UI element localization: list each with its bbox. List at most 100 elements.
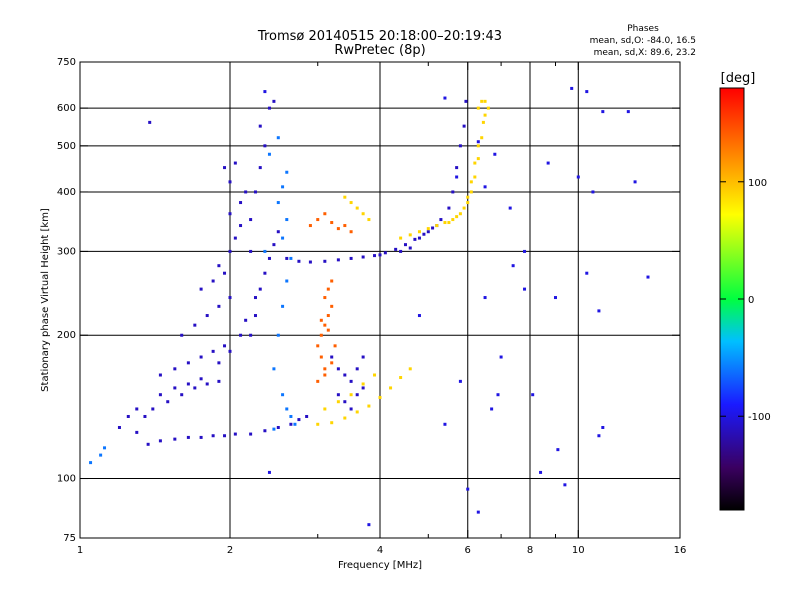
data-point: [211, 279, 215, 283]
data-point: [523, 287, 527, 291]
y-tick-label: 600: [57, 103, 76, 114]
data-point: [217, 264, 221, 268]
data-point: [199, 435, 203, 439]
data-point: [361, 255, 365, 259]
phase-heading: Phases: [627, 24, 659, 34]
data-point: [135, 430, 139, 434]
data-point: [211, 349, 215, 353]
y-tick-label: 300: [57, 246, 76, 257]
data-point: [469, 180, 473, 184]
data-point: [249, 432, 253, 436]
x-tick-label: 1: [77, 545, 83, 556]
data-point: [308, 224, 312, 228]
data-point: [455, 215, 459, 219]
data-point: [326, 328, 330, 332]
data-point: [249, 333, 253, 337]
x-tick-label: 16: [674, 545, 687, 556]
data-point: [462, 124, 466, 128]
data-point: [258, 166, 262, 170]
x-tick-label: 2: [227, 545, 233, 556]
x-axis-ticks: 1 2 4 6 8 10 16: [77, 62, 687, 556]
data-point: [493, 152, 497, 156]
data-point: [297, 418, 301, 422]
data-point: [499, 355, 503, 359]
data-point: [490, 407, 494, 411]
data-point: [173, 437, 177, 441]
data-point: [323, 212, 327, 216]
data-point: [281, 304, 285, 308]
data-point: [399, 249, 403, 253]
y-tick-label: 750: [57, 57, 76, 68]
data-point: [330, 355, 334, 359]
data-point: [323, 296, 327, 300]
y-tick-label: 500: [57, 141, 76, 152]
data-point: [355, 393, 359, 397]
data-point: [417, 314, 421, 318]
data-point: [103, 446, 107, 450]
data-point: [443, 221, 447, 225]
data-point: [508, 206, 512, 210]
data-point: [355, 206, 359, 210]
data-point: [267, 152, 271, 156]
data-point: [330, 421, 334, 425]
data-point: [601, 110, 605, 114]
data-point: [473, 175, 477, 179]
data-point: [539, 470, 543, 474]
data-point: [361, 386, 365, 390]
y-tick-label: 200: [57, 330, 76, 341]
data-point: [293, 422, 297, 426]
data-point: [466, 195, 470, 199]
data-point: [511, 264, 515, 268]
data-point: [263, 90, 267, 94]
chart-title-line1: Tromsø 20140515 20:18:00–20:19:43: [257, 29, 502, 44]
data-point: [158, 439, 162, 443]
data-point: [323, 323, 327, 327]
data-point: [228, 249, 232, 253]
data-point: [483, 296, 487, 300]
data-point: [305, 414, 309, 418]
data-point: [180, 393, 184, 397]
data-point: [233, 432, 237, 436]
data-point: [272, 99, 276, 103]
y-axis-label: Stationary phase Virtual Height [km]: [40, 208, 51, 392]
y-tick-label: 75: [63, 533, 76, 544]
data-point: [439, 218, 443, 222]
data-point: [447, 206, 451, 210]
data-point: [481, 120, 485, 124]
data-point: [199, 377, 203, 381]
data-point: [228, 212, 232, 216]
data-point: [126, 414, 130, 418]
data-point: [285, 279, 289, 283]
data-point: [455, 166, 459, 170]
data-point: [316, 344, 320, 348]
data-point: [426, 227, 430, 231]
data-point: [349, 201, 353, 205]
data-point: [422, 232, 426, 236]
phase-line-x: mean, sd,X: 89.6, 23.2: [594, 48, 696, 58]
data-point: [205, 382, 209, 386]
data-point: [417, 230, 421, 234]
data-point: [367, 404, 371, 408]
data-point: [597, 434, 601, 438]
colorbar-tick-label: 0: [748, 295, 754, 306]
data-point: [330, 361, 334, 365]
data-point: [349, 256, 353, 260]
data-point: [399, 236, 403, 240]
data-point: [289, 422, 293, 426]
colorbar-tick-label: -100: [748, 412, 771, 423]
data-point: [408, 233, 412, 237]
data-point: [217, 361, 221, 365]
data-point: [394, 247, 398, 251]
y-axis-ticks: 75 100 200 300 400 500 600 750: [57, 57, 680, 544]
chart-title-line2: RwPretec (8p): [334, 43, 425, 58]
data-point: [476, 157, 480, 161]
data-point: [193, 386, 197, 390]
data-point: [483, 99, 487, 103]
data-point: [253, 296, 257, 300]
data-point: [626, 110, 630, 114]
scatter-points: [89, 86, 650, 527]
data-point: [316, 422, 320, 426]
data-point: [217, 379, 221, 383]
data-point: [330, 279, 334, 283]
data-point: [135, 407, 139, 411]
